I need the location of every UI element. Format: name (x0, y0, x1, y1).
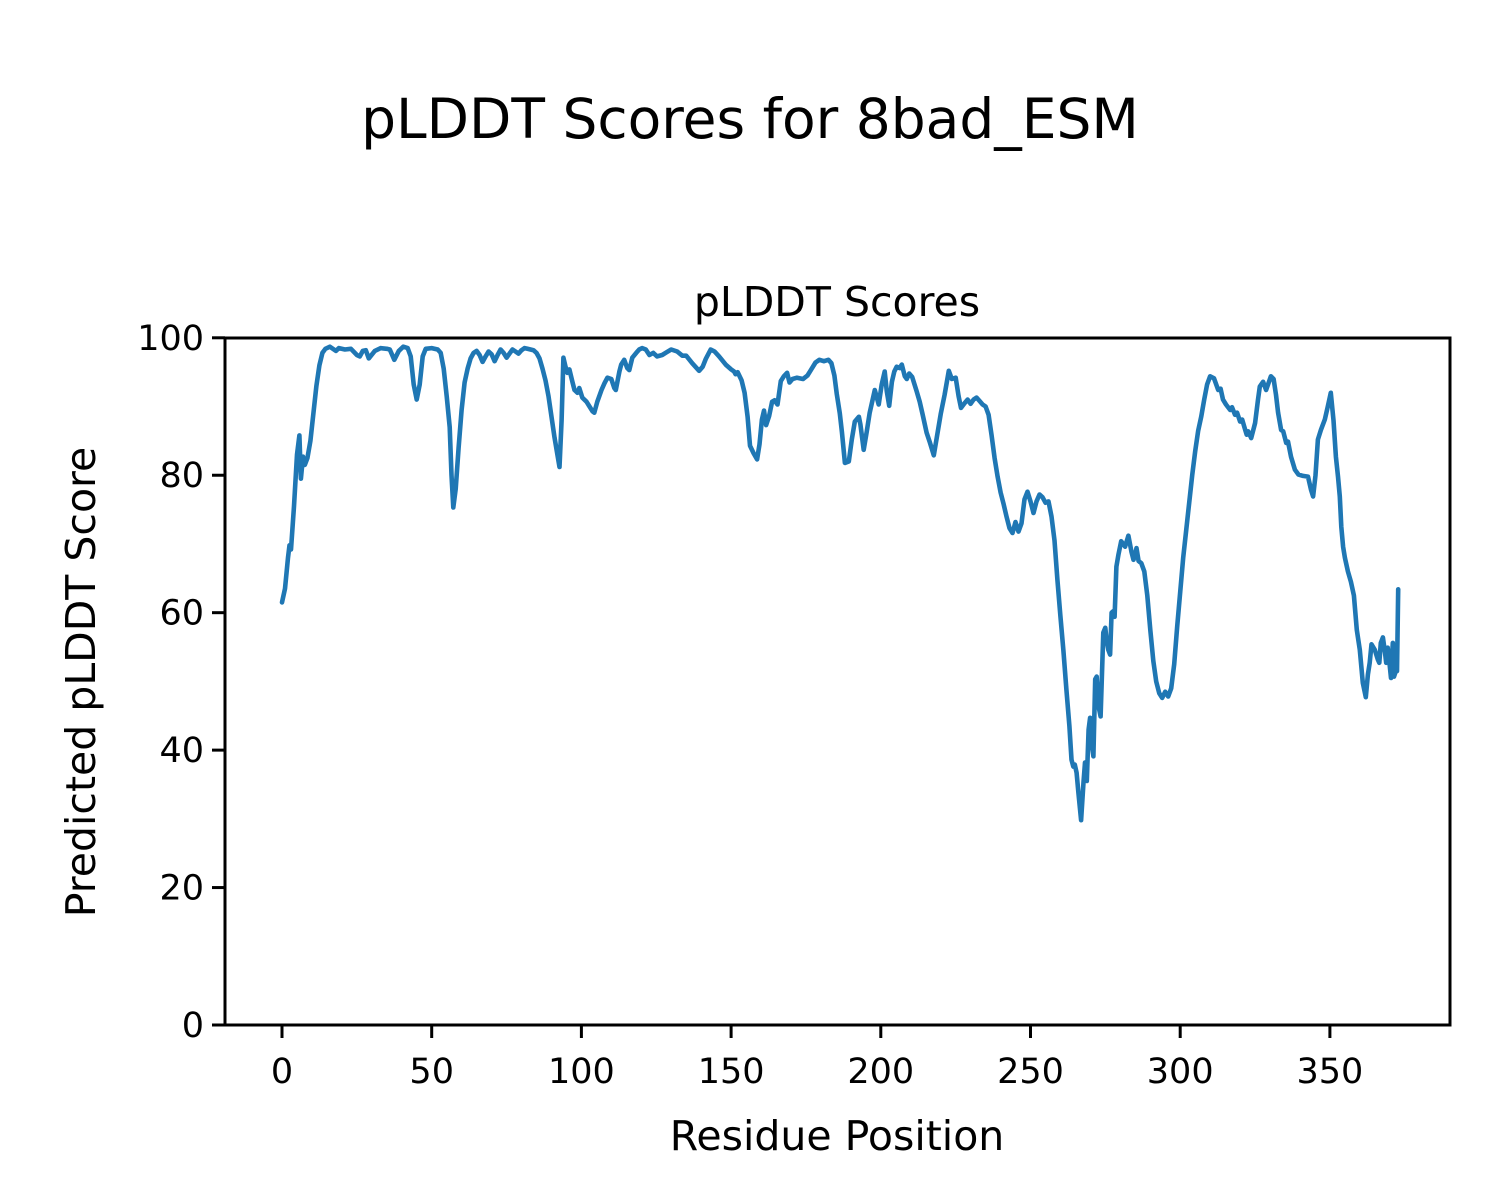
y-tick-label: 100 (137, 319, 204, 359)
y-tick-label: 20 (159, 869, 204, 909)
y-tick-label: 40 (159, 731, 204, 771)
y-tick-label: 0 (182, 1006, 204, 1046)
axes-border (223, 336, 1452, 1027)
x-tick-label: 150 (698, 1052, 765, 1092)
x-axis-ticks: 0 50 100 150 200 250 300 350 (271, 1025, 1363, 1092)
y-axis-label: Predicted pLDDT Score (57, 447, 105, 917)
x-tick-label: 100 (548, 1052, 615, 1092)
x-tick-label: 300 (1147, 1052, 1214, 1092)
x-tick-label: 50 (409, 1052, 454, 1092)
axes-title: pLDDT Scores (694, 278, 980, 326)
x-tick-label: 0 (271, 1052, 293, 1092)
x-axis-label: Residue Position (670, 1112, 1005, 1160)
x-tick-label: 250 (997, 1052, 1064, 1092)
x-tick-label: 200 (847, 1052, 914, 1092)
y-tick-label: 60 (159, 594, 204, 634)
plddt-series-line (279, 344, 1401, 823)
y-tick-label: 80 (159, 456, 204, 496)
x-tick-label: 350 (1296, 1052, 1363, 1092)
figure-title: pLDDT Scores for 8bad_ESM (361, 87, 1139, 151)
y-axis-ticks: 0 20 40 60 80 100 (137, 319, 225, 1046)
